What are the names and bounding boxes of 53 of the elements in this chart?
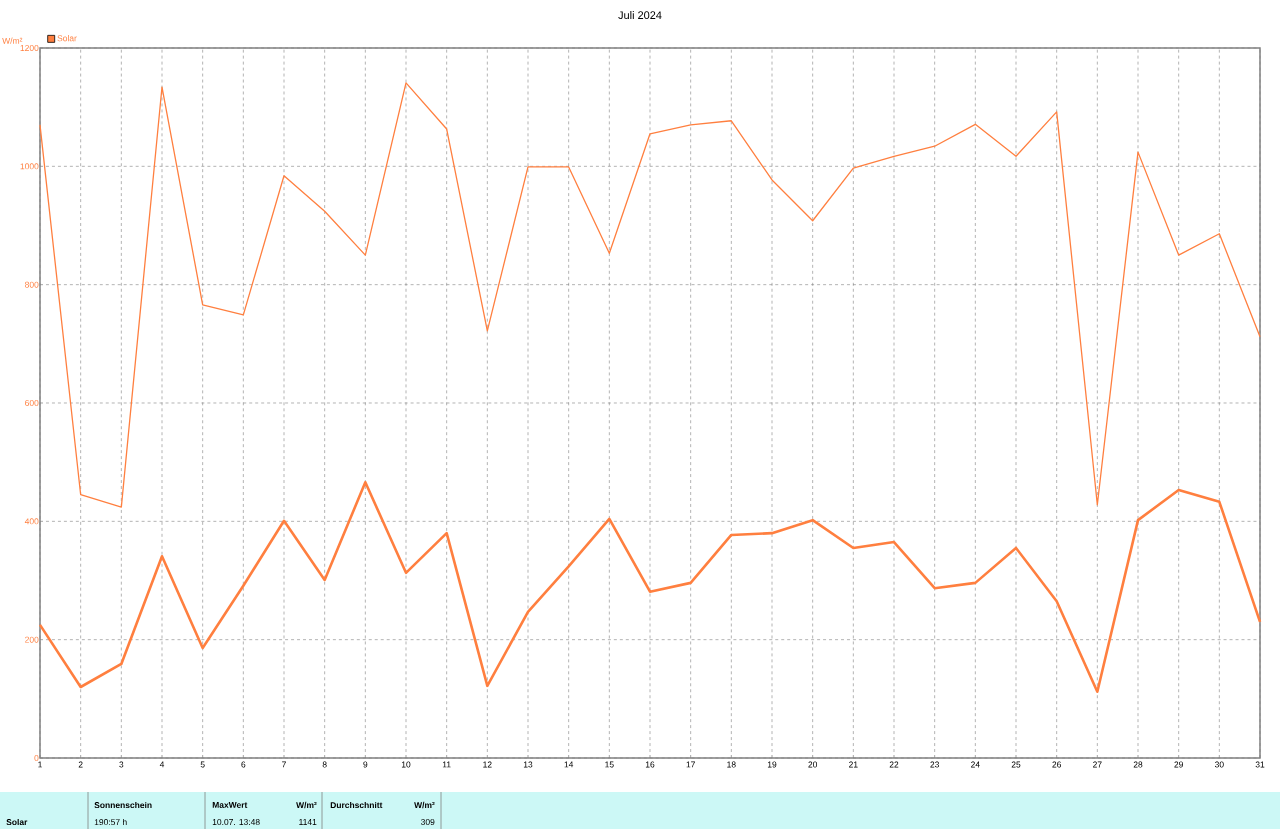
x-tick-label: 15: [605, 761, 614, 768]
x-tick-label: 3: [119, 761, 124, 768]
x-tick-label: 1: [38, 761, 42, 768]
text: 10.07. 13:48: [212, 819, 260, 825]
x-tick-label: 13: [523, 761, 533, 768]
y-tick-label: 600: [25, 400, 39, 406]
x-tick-label: 14: [564, 761, 574, 768]
y-tick-label: 800: [25, 281, 39, 288]
x-tick-label: 12: [483, 761, 492, 768]
y-tick-label: 1200: [20, 45, 39, 51]
x-tick-label: 23: [930, 761, 940, 768]
x-tick-label: 6: [241, 761, 246, 768]
x-tick-label: 27: [1093, 761, 1102, 768]
x-tick-label: 28: [1133, 761, 1143, 768]
x-tick-label: 5: [200, 761, 205, 768]
text: 190:57 h: [94, 818, 127, 826]
x-tick-label: 9: [363, 761, 368, 768]
x-tick-label: 16: [645, 761, 655, 768]
x-tick-label: 20: [808, 761, 818, 768]
x-tick-label: 2: [78, 761, 83, 768]
x-tick-label: 25: [1011, 761, 1021, 768]
x-tick-label: 31: [1255, 761, 1265, 768]
text: W/m²: [414, 801, 435, 809]
legend-label: Solar: [57, 35, 77, 42]
text: Durchschnitt: [330, 801, 383, 809]
line-series: [38, 480, 1262, 694]
line-series: [39, 82, 1261, 508]
text: Sonnenschein: [94, 801, 152, 809]
y-tick-label: 400: [24, 518, 39, 525]
x-tick-label: 17: [686, 761, 695, 768]
y-tick-label: 200: [25, 636, 39, 643]
chart-title: Juli 2024: [618, 10, 662, 20]
y-tick-label: 0: [34, 755, 39, 761]
x-tick-label: 4: [159, 761, 165, 768]
text: 309: [421, 819, 435, 825]
x-tick-label: 21: [849, 761, 858, 768]
text: MaxWert: [212, 802, 248, 808]
x-tick-label: 8: [322, 761, 327, 768]
x-tick-label: 22: [889, 761, 899, 768]
x-tick-label: 24: [971, 761, 980, 768]
y-axis-title: W/m²: [2, 37, 23, 44]
x-tick-label: 10: [401, 761, 411, 768]
x-tick-label: 29: [1174, 761, 1183, 768]
x-tick-label: 30: [1214, 761, 1224, 768]
text: 1141: [299, 819, 317, 825]
x-tick-label: 11: [442, 761, 451, 768]
x-tick-label: 18: [727, 761, 736, 768]
x-tick-label: 7: [282, 761, 286, 768]
x-tick-label: 19: [767, 761, 777, 768]
text: Solar: [6, 818, 28, 826]
x-tick-label: 26: [1052, 761, 1062, 768]
y-tick-label: 1000: [20, 163, 39, 170]
text: W/m²: [296, 801, 317, 809]
